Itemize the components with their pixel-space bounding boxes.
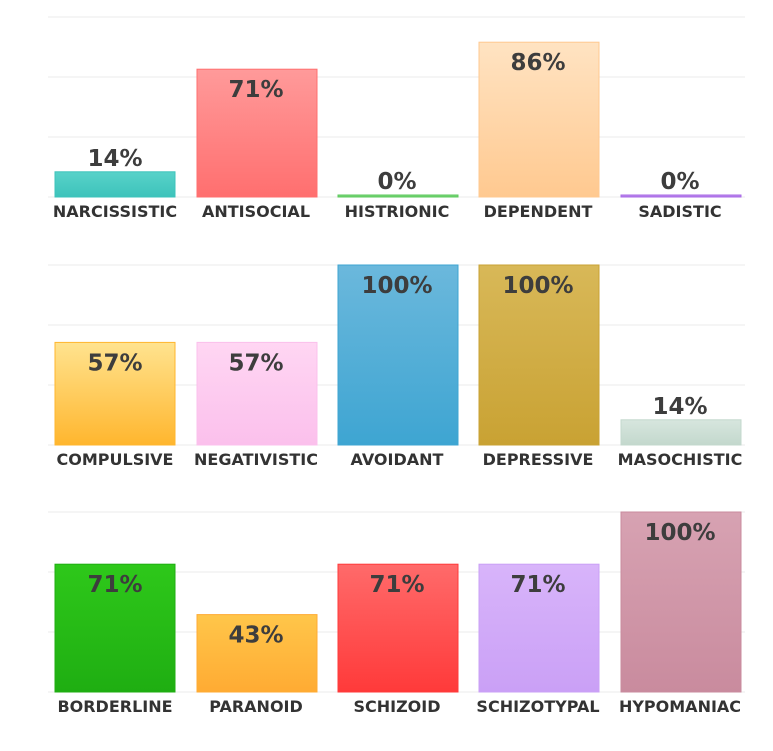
bar-schizoid <box>337 563 459 693</box>
bar-negativistic <box>196 341 318 446</box>
bar-value-label: 100% <box>361 273 432 299</box>
category-label: DEPRESSIVE <box>483 450 594 469</box>
bar-value-label: 71% <box>510 572 565 598</box>
category-label: SCHIZOID <box>353 697 440 716</box>
category-label: MASOCHISTIC <box>618 450 743 469</box>
category-label: PARANOID <box>209 697 303 716</box>
chart-panel-1: 14% NARCISSISTIC 71% ANTISOCIAL 0% HISTRIONIC… <box>48 16 745 221</box>
bar-hypomaniac <box>620 511 742 693</box>
bar-value-label: 57% <box>87 350 142 376</box>
category-label: DEPENDENT <box>484 202 593 221</box>
chart-panel-2: 57% COMPULSIVE 57% NEGATIVISTIC 100% AVOIDANT… <box>48 264 745 469</box>
bar-value-label: 100% <box>502 273 573 299</box>
bar-value-label: 14% <box>652 394 707 420</box>
bar-value-label: 57% <box>228 350 283 376</box>
category-label: BORDERLINE <box>57 697 172 716</box>
category-label: SADISTIC <box>638 202 721 221</box>
category-label: NARCISSISTIC <box>53 202 177 221</box>
bar-avoidant <box>337 264 459 446</box>
bar-antisocial <box>196 68 318 198</box>
category-label: NEGATIVISTIC <box>194 450 318 469</box>
bar-narcissistic <box>54 171 176 198</box>
category-label: AVOIDANT <box>351 450 444 469</box>
bar-compulsive <box>54 341 176 446</box>
category-label: HISTRIONIC <box>345 202 450 221</box>
bar-value-label: 14% <box>87 146 142 172</box>
category-label: ANTISOCIAL <box>202 202 310 221</box>
bar-schizotypal <box>478 563 600 693</box>
bar-value-label: 43% <box>228 623 283 649</box>
bar-value-label: 100% <box>644 520 715 546</box>
bar-sadistic <box>620 194 742 198</box>
bar-dependent <box>478 41 600 198</box>
chart-panel-3: 71% BORDERLINE 43% PARANOID 71% SCHIZOID 71% SC… <box>48 511 745 716</box>
bar-value-label: 0% <box>377 169 416 195</box>
bar-value-label: 71% <box>369 572 424 598</box>
bar-value-label: 0% <box>660 169 699 195</box>
bar-paranoid <box>196 614 318 693</box>
bar-depressive <box>478 264 600 446</box>
bar-value-label: 71% <box>228 77 283 103</box>
category-label: COMPULSIVE <box>57 450 174 469</box>
bar-value-label: 86% <box>510 50 565 76</box>
category-label: HYPOMANIAC <box>619 697 741 716</box>
category-label: SCHIZOTYPAL <box>476 697 599 716</box>
bar-value-label: 71% <box>87 572 142 598</box>
bar-borderline <box>54 563 176 693</box>
bar-masochistic <box>620 419 742 446</box>
bar-histrionic <box>337 194 459 198</box>
